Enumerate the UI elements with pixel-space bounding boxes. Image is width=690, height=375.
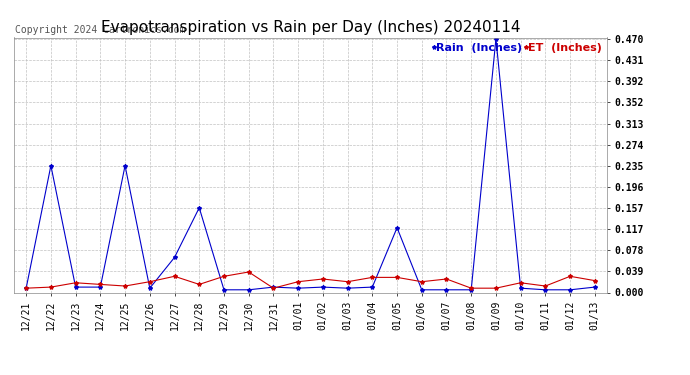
- Rain  (Inches): [146, 286, 154, 290]
- Rain  (Inches): [541, 288, 549, 292]
- Rain  (Inches): [121, 164, 129, 168]
- Rain  (Inches): [96, 285, 104, 290]
- Rain  (Inches): [442, 288, 451, 292]
- ET  (Inches): [22, 286, 30, 290]
- ET  (Inches): [344, 279, 352, 284]
- Rain  (Inches): [195, 206, 204, 210]
- Rain  (Inches): [294, 286, 302, 290]
- Rain  (Inches): [220, 288, 228, 292]
- ET  (Inches): [467, 286, 475, 290]
- Rain  (Inches): [417, 288, 426, 292]
- Rain  (Inches): [244, 288, 253, 292]
- ET  (Inches): [541, 284, 549, 288]
- Line: ET  (Inches): ET (Inches): [24, 270, 597, 290]
- Rain  (Inches): [517, 286, 525, 290]
- ET  (Inches): [195, 282, 204, 286]
- ET  (Inches): [170, 274, 179, 279]
- ET  (Inches): [146, 279, 154, 284]
- ET  (Inches): [368, 275, 377, 280]
- ET  (Inches): [47, 285, 55, 290]
- Legend: Rain  (Inches), ET  (Inches): Rain (Inches), ET (Inches): [434, 43, 602, 53]
- ET  (Inches): [566, 274, 574, 279]
- ET  (Inches): [417, 279, 426, 284]
- ET  (Inches): [492, 286, 500, 290]
- ET  (Inches): [294, 279, 302, 284]
- Rain  (Inches): [566, 288, 574, 292]
- ET  (Inches): [591, 278, 599, 283]
- Rain  (Inches): [368, 285, 377, 290]
- ET  (Inches): [269, 286, 277, 290]
- ET  (Inches): [72, 280, 80, 285]
- Rain  (Inches): [22, 286, 30, 290]
- Rain  (Inches): [344, 286, 352, 290]
- ET  (Inches): [96, 282, 104, 286]
- ET  (Inches): [517, 280, 525, 285]
- Rain  (Inches): [467, 288, 475, 292]
- ET  (Inches): [244, 270, 253, 274]
- ET  (Inches): [393, 275, 401, 280]
- ET  (Inches): [220, 274, 228, 279]
- Rain  (Inches): [393, 225, 401, 230]
- ET  (Inches): [319, 277, 327, 281]
- Text: Copyright 2024 Cartronics.com: Copyright 2024 Cartronics.com: [15, 25, 186, 35]
- Rain  (Inches): [492, 36, 500, 41]
- ET  (Inches): [121, 284, 129, 288]
- Rain  (Inches): [591, 285, 599, 290]
- Rain  (Inches): [319, 285, 327, 290]
- Rain  (Inches): [47, 164, 55, 168]
- Rain  (Inches): [170, 255, 179, 260]
- Title: Evapotranspiration vs Rain per Day (Inches) 20240114: Evapotranspiration vs Rain per Day (Inch…: [101, 20, 520, 35]
- Rain  (Inches): [269, 285, 277, 290]
- ET  (Inches): [442, 277, 451, 281]
- Line: Rain  (Inches): Rain (Inches): [24, 37, 597, 292]
- Rain  (Inches): [72, 285, 80, 290]
